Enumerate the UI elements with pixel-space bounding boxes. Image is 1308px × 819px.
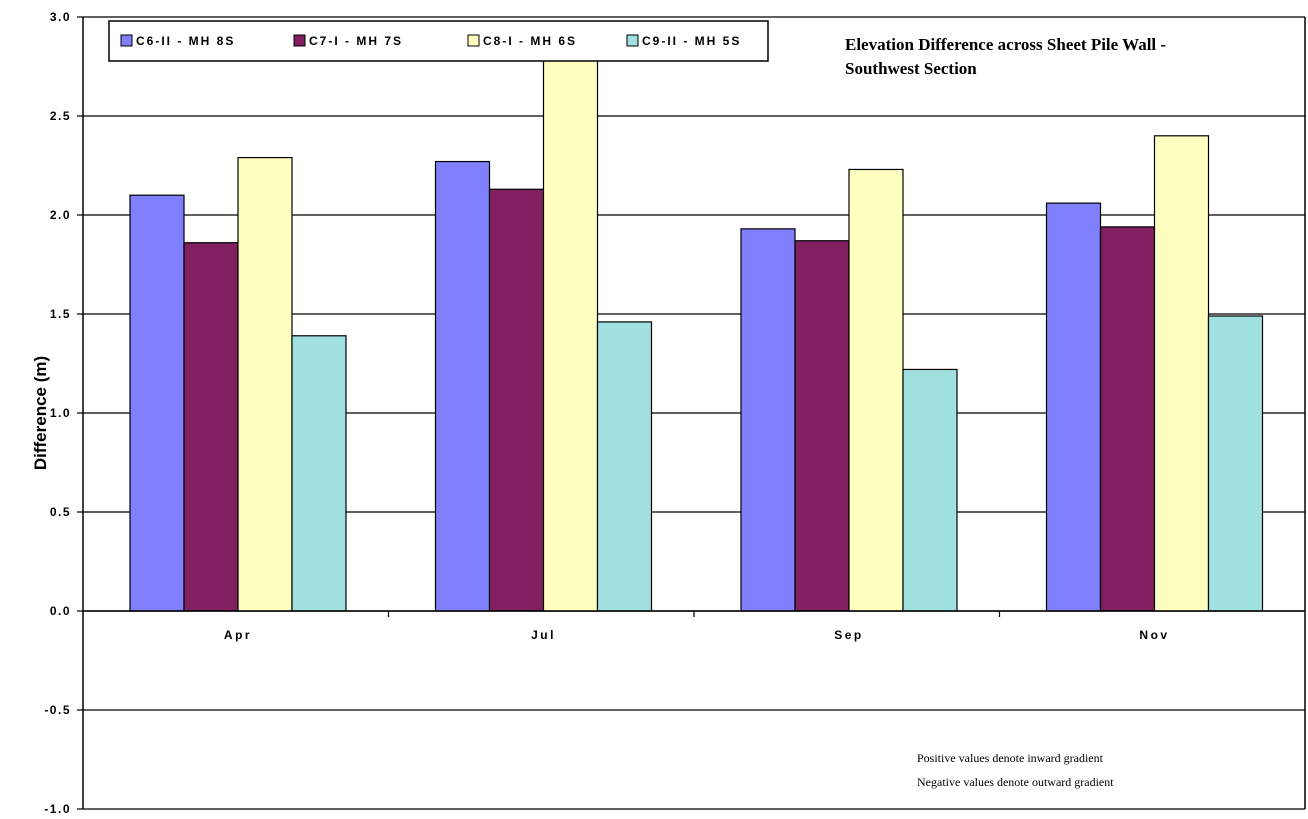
legend-box: [108, 20, 769, 62]
y-tick-labels: 3.0 2.5 2.0 1.5 1.0 0.5 0.0 -0.5 -1.0: [44, 10, 71, 816]
y-tick-label: -0.5: [44, 703, 71, 717]
x-category-label: Nov: [1139, 628, 1169, 642]
legend-label: C9-II - MH 5S: [642, 34, 741, 48]
bar: [1099, 226, 1156, 612]
bar: [434, 160, 491, 612]
legend-label: C7-I - MH 7S: [309, 34, 403, 48]
bar: [794, 240, 850, 612]
chart-title-line-2: Southwest Section: [845, 59, 977, 78]
y-tick-label: 2.5: [50, 109, 71, 123]
legend-swatch: [626, 34, 639, 47]
legend-swatch: [293, 34, 306, 47]
note-line-1: Positive values denote inward gradient: [917, 751, 1104, 765]
bar: [596, 321, 653, 612]
legend-label: C8-I - MH 6S: [483, 34, 577, 48]
category-labels: Apr Jul Sep Nov: [224, 628, 1169, 642]
chart-title-line-1: Elevation Difference across Sheet Pile W…: [845, 35, 1166, 54]
bar: [848, 168, 904, 612]
bar: [542, 54, 599, 612]
x-category-label: Jul: [531, 628, 556, 642]
bar: [1153, 135, 1210, 612]
x-category-label: Sep: [834, 628, 864, 642]
bar: [183, 242, 239, 612]
legend-label: C6-II - MH 8S: [136, 34, 235, 48]
bars: [129, 54, 1264, 612]
y-tick-label: 1.0: [50, 406, 71, 420]
y-tick-label: 1.5: [50, 307, 71, 321]
y-tick-label: 0.5: [50, 505, 71, 519]
y-tick-label: 2.0: [50, 208, 71, 222]
bar: [291, 335, 347, 612]
y-tick-label: 3.0: [50, 10, 71, 24]
bar: [129, 194, 185, 612]
y-axis-title: Difference (m): [31, 356, 50, 470]
bar: [1207, 315, 1264, 612]
legend-swatch: [467, 34, 480, 47]
legend-swatch: [120, 34, 133, 47]
y-tick-label: 0.0: [50, 604, 71, 618]
bar: [902, 368, 958, 612]
bar: [237, 156, 293, 612]
y-tick-label: -1.0: [44, 802, 71, 816]
legend: C6-II - MH 8S C7-I - MH 7S C8-I - MH 6S C9-…: [108, 20, 769, 62]
x-category-label: Apr: [224, 628, 252, 642]
bar: [1045, 202, 1102, 612]
note-line-2: Negative values denote outward gradient: [917, 775, 1114, 789]
bar: [740, 228, 796, 612]
axes: [82, 17, 1306, 809]
bar: [488, 188, 545, 612]
